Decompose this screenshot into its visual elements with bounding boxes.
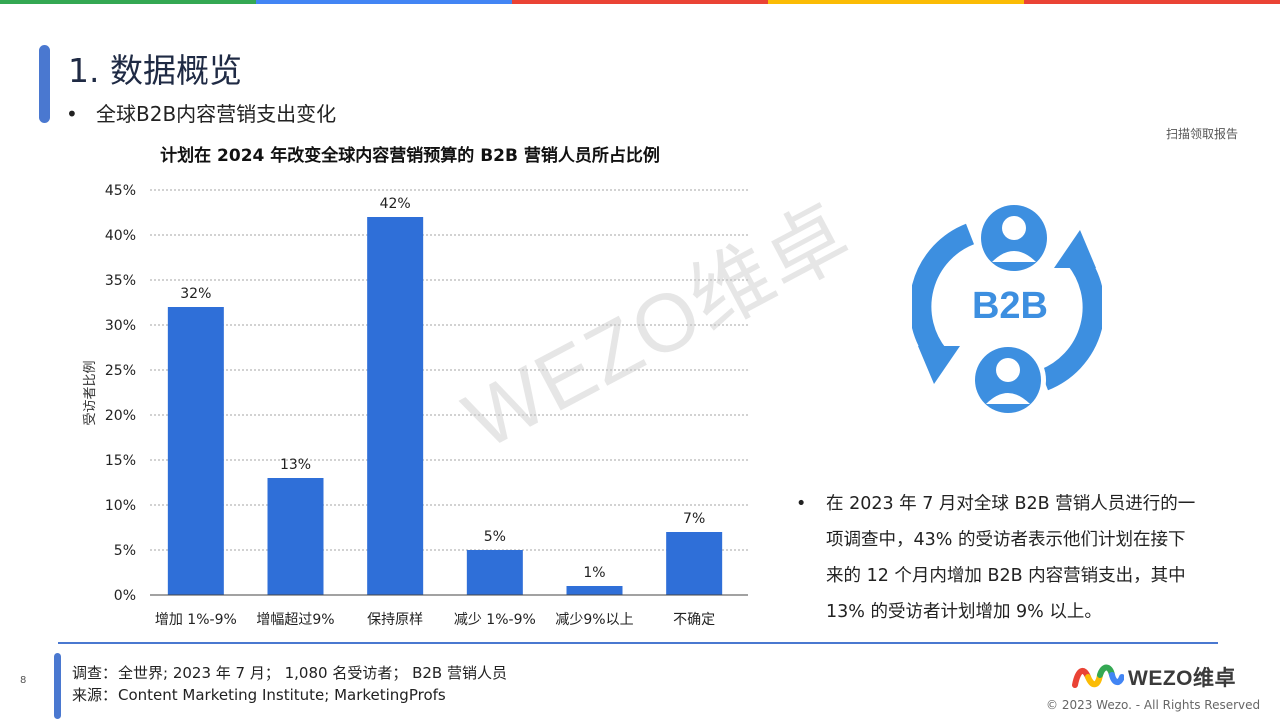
- footer-divider: [58, 642, 1218, 644]
- top-bar-segment-2: [256, 0, 512, 4]
- subtitle-bullet: •: [66, 102, 78, 126]
- x-tick-label: 减少 1%-9%: [454, 612, 536, 628]
- page-number: 8: [20, 675, 27, 686]
- y-tick-labels: 0% 5% 10% 15% 20% 25% 30% 35% 40% 45%: [105, 183, 136, 604]
- wezo-logo-mark-icon: [1072, 664, 1124, 688]
- source-label: 来源：: [72, 686, 118, 704]
- x-tick-label: 不确定: [673, 612, 715, 628]
- x-tick-label: 增幅超过9%: [256, 612, 334, 628]
- y-tick-label: 10%: [105, 498, 136, 514]
- b2b-cycle-icon: B2B: [912, 200, 1102, 418]
- bar: [167, 307, 224, 595]
- survey-label: 调查：: [72, 664, 118, 682]
- cycle-arrows-icon: [912, 223, 1102, 391]
- top-bar-segment-3: [512, 0, 768, 4]
- data-label: 1%: [583, 565, 605, 581]
- data-label: 13%: [280, 457, 311, 473]
- wezo-logo: WEZO维卓: [1072, 662, 1236, 692]
- top-bar-segment-4: [768, 0, 1024, 4]
- scan-report-link[interactable]: 扫描领取报告: [1166, 127, 1239, 141]
- y-tick-label: 40%: [105, 228, 136, 244]
- title-accent-bar: [39, 45, 50, 123]
- footer-accent-bar: [54, 653, 61, 719]
- y-tick-label: 15%: [105, 453, 136, 469]
- x-tick-label: 减少9%以上: [555, 612, 633, 628]
- top-bar-segment-5: [1024, 0, 1280, 4]
- b2b-icon-label: B2B: [972, 285, 1048, 327]
- y-tick-label: 0%: [114, 588, 136, 604]
- y-axis-label: 受访者比例: [83, 360, 98, 425]
- bar: [367, 217, 424, 595]
- y-tick-label: 35%: [105, 273, 136, 289]
- x-tick-label: 保持原样: [367, 612, 423, 628]
- x-tick-labels: 增加 1%-9% 增幅超过9% 保持原样 减少 1%-9% 减少9%以上 不确定: [155, 612, 715, 628]
- data-label: 7%: [683, 511, 705, 527]
- person-top-icon: [976, 200, 1052, 276]
- top-bar-segment-1: [0, 0, 256, 4]
- data-label: 32%: [180, 286, 211, 302]
- finding-bullet: •: [796, 494, 807, 514]
- logo-text: WEZO维卓: [1128, 667, 1236, 690]
- arrow-head-left-icon: [918, 346, 960, 384]
- bars: [167, 217, 723, 595]
- survey-note: 调查：全世界; 2023 年 7 月； 1,080 名受访者； B2B 营销人员: [72, 662, 507, 683]
- copyright: © 2023 Wezo. - All Rights Reserved: [1046, 698, 1261, 712]
- data-label: 5%: [484, 529, 506, 545]
- bar: [267, 478, 324, 595]
- bar-chart: 计划在 2024 年改变全球内容营销预算的 B2B 营销人员所占比例 受访者比例…: [83, 145, 748, 628]
- person-bottom-icon: [970, 342, 1046, 418]
- y-tick-label: 45%: [105, 183, 136, 199]
- y-tick-label: 25%: [105, 363, 136, 379]
- data-labels: 32% 13% 42% 5% 1% 7%: [180, 196, 705, 581]
- subtitle: • 全球B2B内容营销支出变化: [66, 98, 336, 127]
- source-text: Content Marketing Institute; MarketingPr…: [118, 686, 446, 704]
- y-tick-label: 20%: [105, 408, 136, 424]
- source-note: 来源：Content Marketing Institute; Marketin…: [72, 684, 446, 705]
- bar: [666, 532, 723, 595]
- finding-text: 在 2023 年 7 月对全球 B2B 营销人员进行的一项调查中，43% 的受访…: [826, 494, 1196, 622]
- y-tick-label: 5%: [114, 543, 136, 559]
- x-tick-label: 增加 1%-9%: [155, 612, 237, 628]
- bar: [466, 550, 523, 595]
- data-label: 42%: [380, 196, 411, 212]
- bar: [566, 586, 623, 595]
- survey-text: 全世界; 2023 年 7 月； 1,080 名受访者； B2B 营销人员: [118, 664, 507, 682]
- top-color-bar: [0, 0, 1280, 4]
- chart-title: 计划在 2024 年改变全球内容营销预算的 B2B 营销人员所占比例: [160, 145, 660, 166]
- page-title: 1. 数据概览: [68, 51, 242, 90]
- arrow-head-right-icon: [1054, 230, 1096, 268]
- y-tick-label: 30%: [105, 318, 136, 334]
- subtitle-text: 全球B2B内容营销支出变化: [96, 102, 337, 126]
